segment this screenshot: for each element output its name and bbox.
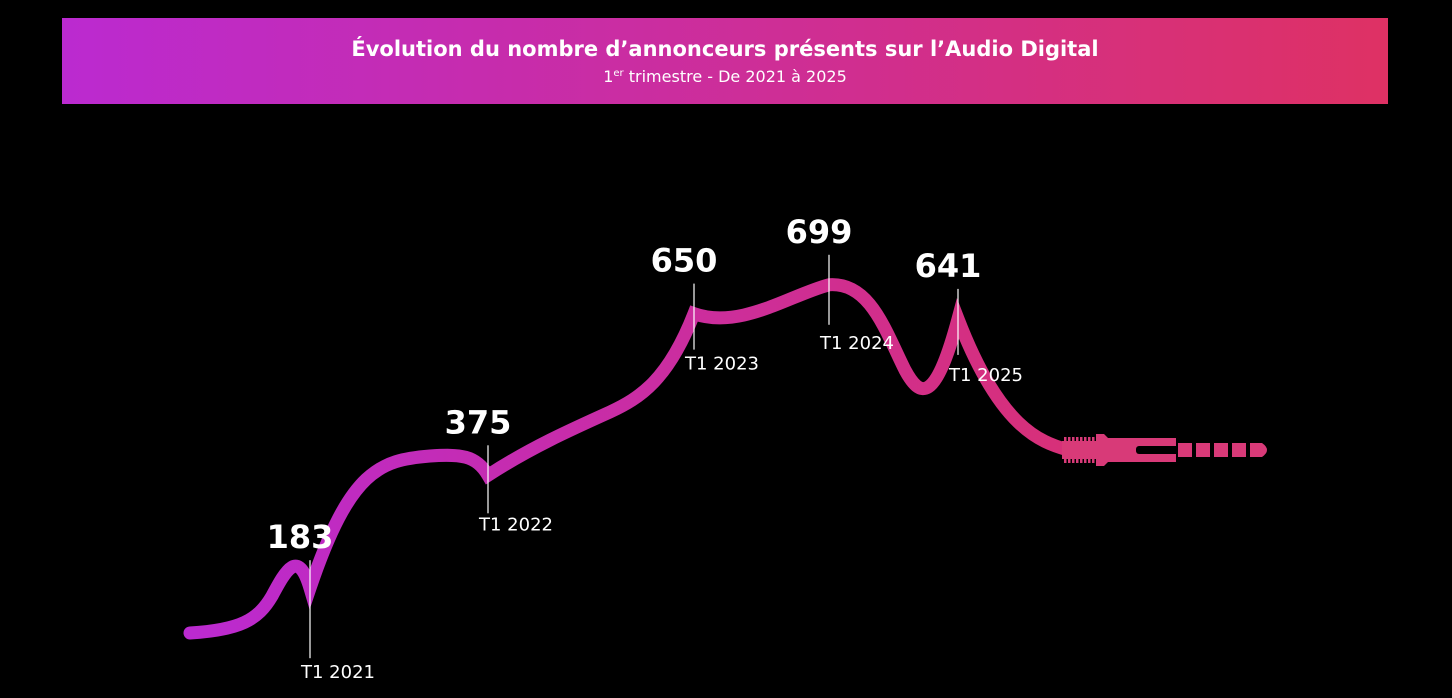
audio-jack-icon <box>1062 434 1267 466</box>
data-value-label: 699 <box>786 213 853 251</box>
data-value-label: 183 <box>267 518 334 556</box>
category-label: T1 2024 <box>819 333 894 354</box>
category-label: T1 2025 <box>948 365 1023 386</box>
chart-title: Évolution du nombre d’annonceurs présent… <box>351 36 1099 61</box>
category-label: T1 2021 <box>300 662 375 683</box>
title-banner: Évolution du nombre d’annonceurs présent… <box>62 18 1388 104</box>
chart-subtitle: 1er trimestre - De 2021 à 2025 <box>603 63 847 87</box>
subtitle-text: trimestre - De 2021 à 2025 <box>623 66 847 86</box>
cable-series-line <box>183 278 1075 640</box>
subtitle-prefix: 1 <box>603 66 614 86</box>
banner-background <box>62 18 1388 104</box>
category-label: T1 2022 <box>478 514 553 535</box>
data-value-label: 650 <box>651 242 718 280</box>
data-value-label: 375 <box>445 403 512 441</box>
subtitle-superscript: er <box>613 67 624 79</box>
category-label: T1 2023 <box>684 354 759 375</box>
data-value-label: 641 <box>915 247 982 285</box>
